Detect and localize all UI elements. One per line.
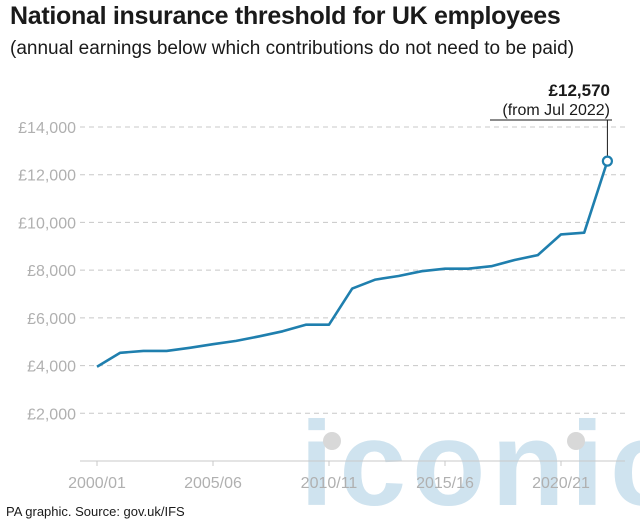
x-tick-label: 2005/06 [184, 475, 242, 492]
source-note: PA graphic. Source: gov.uk/IFS [6, 504, 185, 519]
x-axis: 2000/01 2005/06 2010/11 2015/16 2020/21 [68, 461, 590, 492]
y-tick-label: £14,000 [18, 120, 76, 137]
last-point-marker [601, 155, 614, 167]
watermark-dot-right [567, 432, 585, 450]
chart-subtitle: (annual earnings below which contributio… [10, 38, 575, 59]
watermark-text: iconic [300, 397, 640, 531]
y-tick-label: £2,000 [27, 406, 76, 423]
y-tick-label: £8,000 [27, 263, 76, 280]
x-tick-label: 2000/01 [68, 475, 126, 492]
x-tick-label: 2010/11 [301, 475, 358, 492]
annotation-value: £12,570 [549, 81, 610, 100]
y-tick-label: £4,000 [27, 359, 76, 376]
watermark-dot-left [323, 432, 341, 450]
annotation: £12,570 (from Jul 2022) [490, 81, 614, 167]
watermark: iconic [300, 397, 640, 531]
y-tick-label: £6,000 [27, 311, 76, 328]
grid [80, 126, 625, 414]
y-tick-label: £12,000 [18, 168, 76, 185]
x-tick-label: 2015/16 [416, 475, 474, 492]
x-tick-label: 2020/21 [532, 475, 590, 492]
annotation-note: (from Jul 2022) [502, 102, 610, 119]
chart-title: National insurance threshold for UK empl… [10, 2, 561, 30]
y-axis: £2,000 £4,000 £6,000 £8,000 £10,000 £12,000 £1… [18, 120, 76, 423]
series-line [96, 160, 609, 368]
y-tick-label: £10,000 [18, 215, 76, 232]
